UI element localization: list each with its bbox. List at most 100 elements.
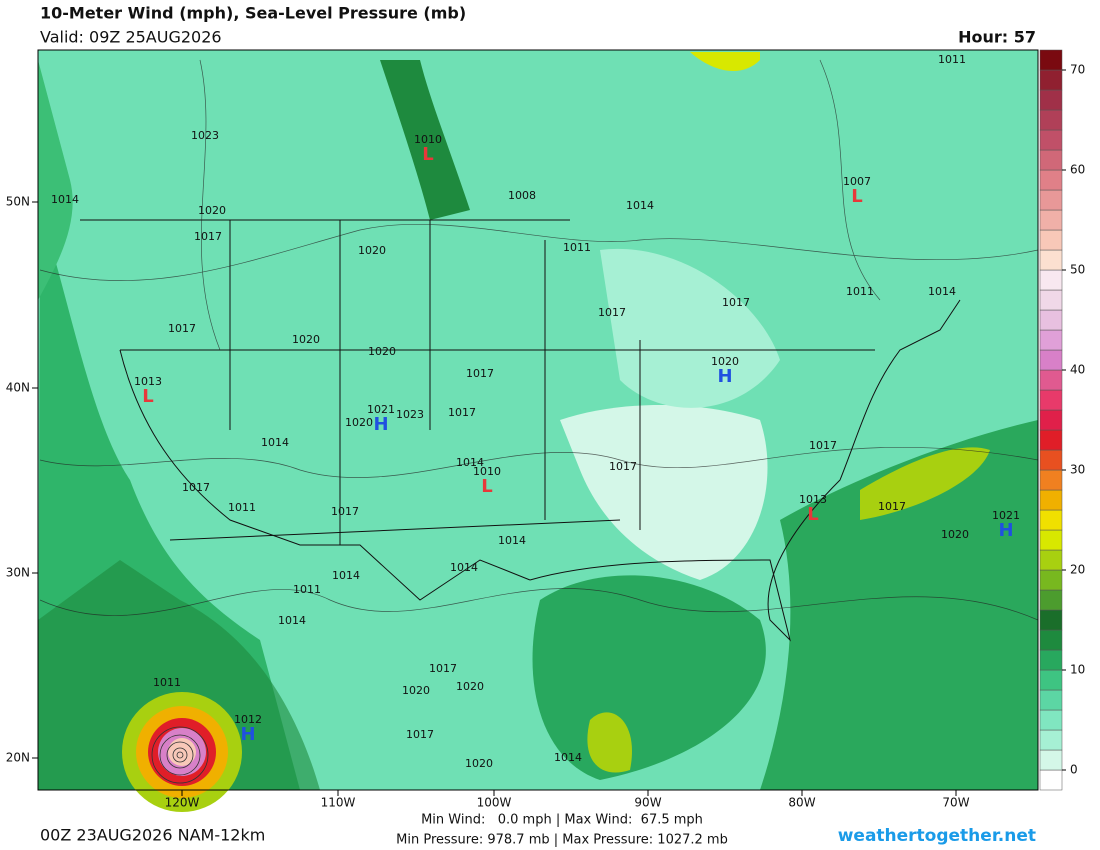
valid-time: Valid: 09Z 25AUG2026: [40, 28, 222, 47]
center-letter: H: [373, 414, 388, 435]
center-letter: L: [142, 386, 153, 407]
hurricane-isobars: [151, 726, 209, 784]
isobar-label: 1014: [332, 569, 360, 582]
colorbar-cell: [1039, 189, 1063, 211]
colorbar-cell: [1039, 629, 1063, 651]
colorbar-cell: [1039, 429, 1063, 451]
isobar-label: 1020: [198, 204, 226, 217]
center-value: 1012: [234, 713, 262, 726]
isobar-label: 1014: [498, 534, 526, 547]
colorbar-cell: [1039, 709, 1063, 731]
colorbar-cell: [1039, 309, 1063, 331]
isobar-label: 1014: [261, 436, 289, 449]
center-letter: L: [481, 476, 492, 497]
colorbar-cell: [1039, 389, 1063, 411]
isobar-label: 1020: [345, 416, 373, 429]
colorbar-label: 70: [1070, 63, 1085, 77]
colorbar-cell: [1039, 249, 1063, 271]
lon-label: 110W: [321, 796, 356, 810]
lon-label: 90W: [634, 796, 661, 810]
colorbar-cell: [1039, 369, 1063, 391]
isobar-label: 1020: [402, 684, 430, 697]
isobar-label: 1020: [292, 333, 320, 346]
colorbar-cell: [1039, 469, 1063, 491]
isobar-label: 1014: [450, 561, 478, 574]
colorbar-cell: [1039, 569, 1063, 591]
colorbar-cell: [1039, 289, 1063, 311]
isobar-label: 1017: [609, 460, 637, 473]
colorbar-cell: [1039, 209, 1063, 231]
center-value: 1020: [711, 355, 739, 368]
isobar-label: 1011: [563, 241, 591, 254]
colorbar-cell: [1039, 89, 1063, 111]
isobar-label: 1014: [278, 614, 306, 627]
isobar-label: 1011: [293, 583, 321, 596]
colorbar-label: 0: [1070, 763, 1078, 777]
colorbar-cell: [1039, 349, 1063, 371]
center-value: 1013: [134, 375, 162, 388]
wind-region: [560, 405, 768, 580]
isobar-label: 1014: [554, 751, 582, 764]
colorbar-cell: [1039, 129, 1063, 151]
isobar-label: 1017: [598, 306, 626, 319]
isobar-label: 1014: [456, 456, 484, 469]
map-labels: 120W 110W 100W 90W 80W 70W 50N 40N 30N 20N 1023 101…: [6, 53, 1020, 810]
isobars: [39, 59, 1039, 621]
isobar-label: 1017: [722, 296, 750, 309]
isobar-label: 1017: [182, 481, 210, 494]
isobar-label: 1020: [358, 244, 386, 257]
hurricane-wind: [168, 738, 196, 766]
lon-label: 120W: [165, 796, 200, 810]
colorbar: 0 10 20 30 40 50 60 70: [1039, 49, 1085, 791]
colorbar-cell: [1039, 529, 1063, 551]
lon-label: 100W: [477, 796, 512, 810]
wind-region: [600, 248, 780, 408]
isobar-label: 1014: [626, 199, 654, 212]
colorbar-cell: [1039, 749, 1063, 771]
center-value: 1010: [414, 133, 442, 146]
model-run: 00Z 23AUG2026 NAM-12km: [40, 826, 265, 845]
lat-label: 50N: [6, 195, 30, 209]
colorbar-cell: [1039, 109, 1063, 131]
center-letter: L: [851, 186, 862, 207]
lon-label: 70W: [942, 796, 969, 810]
pressure-stats: Min Pressure: 978.7 mb | Max Pressure: 1…: [396, 833, 728, 848]
colorbar-label: 30: [1070, 463, 1085, 477]
isobar-label: 1011: [228, 501, 256, 514]
map-field: [38, 50, 1039, 812]
center-letter: L: [422, 144, 433, 165]
lat-label: 20N: [6, 751, 30, 765]
isobar-label: 1017: [194, 230, 222, 243]
colorbar-cell: [1039, 449, 1063, 471]
center-letter: H: [998, 520, 1013, 541]
center-value: 1010: [473, 465, 501, 478]
isobar-label: 1014: [51, 193, 79, 206]
wind-region: [860, 447, 990, 520]
wind-region: [587, 712, 632, 773]
colorbar-cell: [1039, 229, 1063, 251]
colorbar-cell: [1039, 549, 1063, 571]
map-frame: [37, 49, 1039, 791]
colorbar-label: 60: [1070, 163, 1085, 177]
isobar-label: 1017: [878, 500, 906, 513]
isobar-label: 1008: [508, 189, 536, 202]
colorbar-cell: [1039, 769, 1063, 791]
wind-stats: Min Wind: 0.0 mph | Max Wind: 67.5 mph: [421, 813, 703, 828]
colorbar-cell: [1039, 169, 1063, 191]
isobar-label: 1020: [456, 680, 484, 693]
isobar-label: 1017: [168, 322, 196, 335]
center-value: 1021: [367, 403, 395, 416]
center-letter: L: [807, 504, 818, 525]
isobar-label: 1011: [153, 676, 181, 689]
lat-label: 40N: [6, 381, 30, 395]
colorbar-cell: [1039, 669, 1063, 691]
site-name[interactable]: weathertogether.net: [838, 826, 1036, 846]
isobar-label: 1017: [429, 662, 457, 675]
colorbar-cell: [1039, 269, 1063, 291]
colorbar-cell: [1039, 409, 1063, 431]
isobar-label: 1014: [928, 285, 956, 298]
isobar-label: 1011: [938, 53, 966, 66]
isobar-label: 1011: [846, 285, 874, 298]
colorbar-cell: [1039, 149, 1063, 171]
lon-label: 80W: [788, 796, 815, 810]
